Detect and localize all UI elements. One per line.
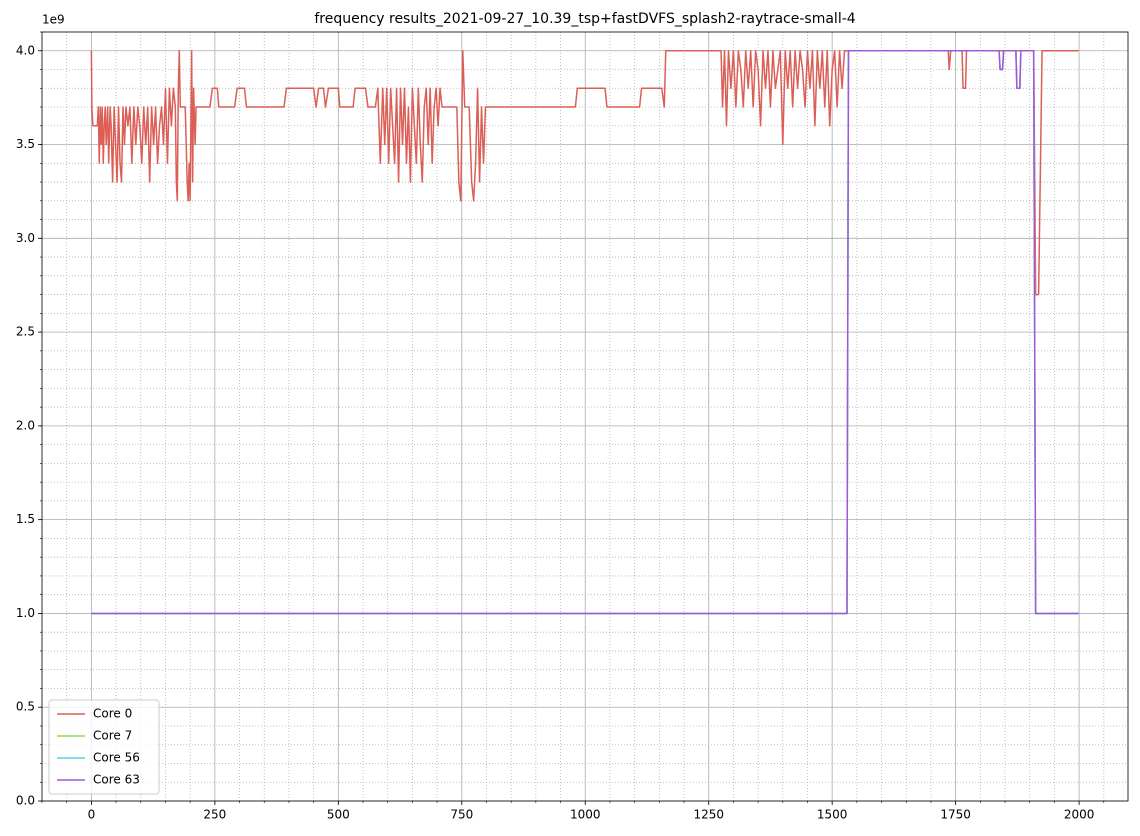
legend-label: Core 0 (93, 707, 132, 721)
series-line (91, 50, 1079, 615)
legend-label: Core 56 (93, 751, 140, 765)
plot-frame (41, 31, 1129, 802)
series-line (90, 50, 1079, 296)
y-offset-label: 1e9 (42, 13, 65, 27)
legend-box (48, 699, 160, 795)
y-tick-label: 2.5 (16, 325, 35, 339)
y-tick-label: 4.0 (16, 43, 35, 57)
x-tick-label: 1750 (940, 808, 971, 822)
x-tick-label: 1500 (817, 808, 848, 822)
legend-label: Core 63 (93, 773, 140, 787)
y-tick-label: 2.0 (16, 418, 35, 432)
x-tick-label: 750 (450, 808, 473, 822)
y-tick-label: 0.5 (16, 700, 35, 714)
x-tick-label: 0 (88, 808, 96, 822)
x-tick-label: 1250 (693, 808, 724, 822)
y-tick-label: 1.5 (16, 512, 35, 526)
legend-label: Core 7 (93, 729, 132, 743)
y-tick-label: 0.0 (16, 794, 35, 808)
x-tick-label: 500 (327, 808, 350, 822)
chart-title: frequency results_2021-09-27_10.39_tsp+f… (314, 11, 855, 27)
x-tick-label: 250 (203, 808, 226, 822)
y-tick-label: 3.0 (16, 231, 35, 245)
x-tick-label: 1000 (570, 808, 601, 822)
y-tick-label: 1.0 (16, 606, 35, 620)
x-tick-label: 2000 (1064, 808, 1095, 822)
y-tick-label: 3.5 (16, 137, 35, 151)
